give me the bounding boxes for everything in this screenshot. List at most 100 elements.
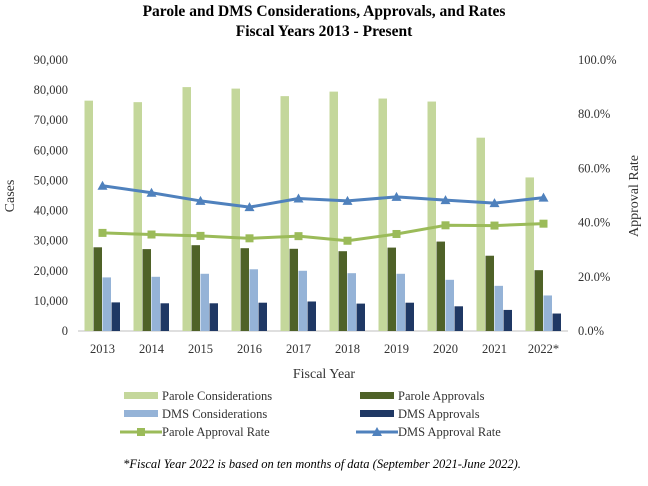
y-tick-label: 40,000 xyxy=(34,204,68,218)
x-tick-label: 2014 xyxy=(139,342,165,356)
legend-swatch xyxy=(360,392,394,399)
legend-label: Parole Considerations xyxy=(162,389,272,403)
bars-layer xyxy=(84,87,561,332)
bar xyxy=(258,302,267,331)
x-tick-label: 2017 xyxy=(286,342,311,356)
bar xyxy=(182,87,191,331)
bar xyxy=(485,255,494,331)
bar xyxy=(111,302,120,331)
bar xyxy=(280,96,289,331)
y2-axis-title: Approval Rate xyxy=(627,155,642,237)
bar xyxy=(387,247,396,331)
bar xyxy=(445,279,454,331)
bar xyxy=(396,273,405,331)
y2-tick-label: 60.0% xyxy=(578,161,610,175)
bar xyxy=(289,248,298,331)
bar xyxy=(454,306,463,331)
data-point-marker xyxy=(490,221,499,230)
bar xyxy=(534,270,543,331)
bar xyxy=(209,303,218,331)
bar xyxy=(249,269,258,331)
bar xyxy=(378,98,387,331)
y-tick-label: 90,000 xyxy=(34,53,68,67)
bar xyxy=(494,285,503,331)
data-point-marker xyxy=(342,195,353,205)
x-tick-label: 2013 xyxy=(90,342,115,356)
data-point-marker xyxy=(441,221,450,230)
x-tick-label: 2019 xyxy=(384,342,409,356)
series-line xyxy=(102,184,544,209)
x-tick-label: 2021 xyxy=(482,342,507,356)
bar xyxy=(240,248,249,331)
legend-label: DMS Approvals xyxy=(398,407,480,421)
data-point-marker xyxy=(489,198,500,208)
legend-swatch xyxy=(124,392,158,399)
legend-marker xyxy=(372,427,382,436)
bar xyxy=(84,100,93,332)
bar xyxy=(543,295,552,331)
data-point-marker xyxy=(538,192,549,202)
data-point-marker xyxy=(245,234,254,243)
bar xyxy=(436,241,445,331)
bar xyxy=(347,273,356,331)
data-point-marker xyxy=(539,219,548,228)
y2-tick-label: 100.0% xyxy=(578,53,617,67)
bar xyxy=(476,137,485,331)
bar xyxy=(133,102,142,332)
x-tick-label: 2020 xyxy=(433,342,458,356)
bar xyxy=(356,303,365,331)
data-point-marker xyxy=(391,191,402,201)
y2-tick-label: 80.0% xyxy=(578,107,610,121)
data-point-marker xyxy=(294,232,303,241)
data-point-marker xyxy=(97,180,108,190)
y2-tick-label: 20.0% xyxy=(578,270,610,284)
y-tick-label: 10,000 xyxy=(34,294,68,308)
y2-tick-label: 0.0% xyxy=(578,324,604,338)
bar xyxy=(307,301,316,331)
y-tick-label: 80,000 xyxy=(34,83,68,97)
bar xyxy=(405,302,414,331)
legend-marker xyxy=(137,428,145,436)
legend: Parole Considerations Parole Approvals DMS… xyxy=(120,389,501,439)
bar xyxy=(231,88,240,331)
bar xyxy=(200,273,209,331)
bar xyxy=(427,101,436,331)
footnote: *Fiscal Year 2022 is based on ten months… xyxy=(123,457,521,471)
bar xyxy=(338,251,347,331)
legend-label: DMS Considerations xyxy=(162,407,267,421)
legend-label: Parole Approvals xyxy=(398,389,485,403)
data-point-marker xyxy=(147,230,156,239)
legend-label: DMS Approval Rate xyxy=(398,425,501,439)
data-point-marker xyxy=(343,236,352,245)
bar xyxy=(151,276,160,331)
x-tick-label: 2018 xyxy=(335,342,360,356)
data-point-marker xyxy=(195,195,206,205)
chart-title: Parole and DMS Considerations, Approvals… xyxy=(143,3,506,20)
y-tick-label: 20,000 xyxy=(34,264,68,278)
bar xyxy=(525,177,534,331)
y-tick-label: 0 xyxy=(62,324,68,338)
y-tick-label: 60,000 xyxy=(34,143,68,157)
legend-label: Parole Approval Rate xyxy=(162,425,270,439)
y2-tick-label: 40.0% xyxy=(578,216,610,230)
bar xyxy=(191,245,200,331)
chart-subtitle: Fiscal Years 2013 - Present xyxy=(236,23,413,40)
lines-layer xyxy=(97,180,549,245)
legend-swatch xyxy=(360,410,394,417)
axes-layer: 0 10,000 20,000 30,000 40,000 50,000 60,000 70,… xyxy=(34,53,617,356)
data-point-marker xyxy=(244,202,255,212)
data-point-marker xyxy=(440,195,451,205)
y-axis-title: Cases xyxy=(3,180,18,213)
data-point-marker xyxy=(392,229,401,238)
data-point-marker xyxy=(196,231,205,240)
x-axis-title: Fiscal Year xyxy=(293,367,356,382)
bar xyxy=(503,309,512,331)
legend-swatch xyxy=(124,410,158,417)
data-point-marker xyxy=(98,228,107,237)
bar xyxy=(329,91,338,331)
series-line xyxy=(102,222,544,243)
data-point-marker xyxy=(146,187,157,197)
bar xyxy=(552,313,561,331)
data-point-marker xyxy=(293,193,304,203)
